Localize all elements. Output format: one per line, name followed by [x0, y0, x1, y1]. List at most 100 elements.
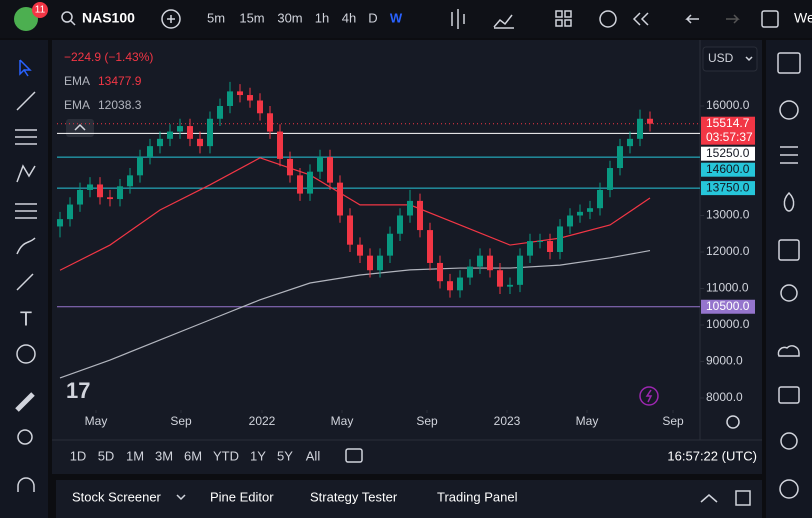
ruler-tool[interactable]: [15, 392, 35, 412]
candle-body: [57, 219, 63, 227]
interval-button[interactable]: W: [390, 10, 403, 25]
collapse-panel[interactable]: [700, 494, 718, 503]
countdown: 03:57:37: [706, 130, 753, 144]
chart-panel: [52, 40, 762, 440]
y-tick-label: 10000.0: [706, 317, 750, 331]
chart-type-icon[interactable]: [451, 9, 465, 29]
news-icon[interactable]: [780, 146, 798, 164]
interval-button[interactable]: 4h: [342, 10, 356, 25]
ema-name: EMA: [64, 98, 90, 112]
panel-tab[interactable]: Strategy Tester: [310, 489, 398, 504]
fib-tool[interactable]: [15, 129, 37, 145]
logo[interactable]: [14, 7, 38, 31]
panel-tab[interactable]: Stock Screener: [72, 489, 162, 504]
range-button[interactable]: 1D: [70, 448, 87, 463]
candle-body: [307, 171, 313, 194]
alert-icon[interactable]: [599, 10, 617, 28]
line-tool[interactable]: [16, 91, 36, 111]
currency-box[interactable]: [702, 46, 758, 72]
emoji-tool[interactable]: [16, 344, 36, 364]
layout-save[interactable]: [761, 10, 779, 28]
search-icon[interactable]: [61, 11, 73, 23]
layout-icon: [564, 10, 572, 18]
maximize-panel[interactable]: [735, 490, 751, 506]
range-button[interactable]: 5D: [98, 448, 115, 463]
x-tick-label: Sep: [170, 414, 192, 428]
magnet-tool[interactable]: [17, 477, 35, 492]
redo-icon[interactable]: [726, 14, 740, 24]
interval-button[interactable]: 5m: [207, 10, 225, 25]
layout-name[interactable]: We: [794, 10, 812, 26]
level-box: [701, 146, 755, 161]
streams-icon[interactable]: [777, 345, 800, 357]
badge-count: 11: [35, 5, 46, 16]
brush-tool[interactable]: [16, 237, 36, 255]
candle-body: [177, 126, 183, 132]
add-symbol[interactable]: [161, 9, 181, 29]
layout-icon[interactable]: [555, 10, 563, 18]
range-button[interactable]: YTD: [213, 448, 239, 463]
range-button[interactable]: 6M: [184, 448, 202, 463]
y-tick-label: 12000.0: [706, 244, 750, 258]
candle-body: [87, 184, 93, 190]
candle-body: [357, 244, 363, 256]
cursor-tool[interactable]: [19, 59, 32, 77]
last-price-box: [701, 116, 755, 145]
zoom-tool[interactable]: [17, 429, 33, 445]
candle-body: [187, 126, 193, 139]
change: −224.9 (−1.43%): [64, 50, 153, 64]
range-button[interactable]: 3M: [155, 448, 173, 463]
candle-body: [277, 131, 283, 159]
calendar-icon[interactable]: [778, 239, 800, 261]
panel-tab[interactable]: Trading Panel: [437, 489, 518, 504]
x-tick-label: May: [331, 414, 354, 428]
clock: 16:57:22 (UTC): [667, 448, 757, 463]
candle-body: [217, 105, 223, 119]
ema-value: 13477.9: [98, 74, 142, 88]
lightning-button[interactable]: [639, 386, 659, 406]
chevron[interactable]: [176, 494, 186, 501]
indicators-icon[interactable]: [493, 14, 514, 29]
signals-icon[interactable]: [780, 432, 798, 450]
currency[interactable]: USD: [708, 51, 734, 65]
date-range-icon[interactable]: [345, 448, 363, 463]
ideas-icon[interactable]: [780, 284, 798, 302]
candle-body: [97, 184, 103, 198]
pattern-tool[interactable]: [16, 164, 36, 183]
candle-body: [547, 241, 553, 252]
candle-body: [117, 186, 123, 200]
candle-body: [427, 230, 433, 263]
settings-icon[interactable]: [726, 415, 740, 429]
gann-tool[interactable]: [15, 203, 37, 219]
interval-button[interactable]: 1h: [315, 10, 329, 25]
range-button[interactable]: 5Y: [277, 448, 293, 463]
interval-button[interactable]: 30m: [277, 10, 302, 25]
candle-body: [597, 189, 603, 209]
candle-body: [227, 91, 233, 106]
chat-icon[interactable]: [778, 386, 800, 404]
alerts-icon[interactable]: [779, 100, 799, 120]
level-label: 15250.0: [706, 146, 750, 160]
text-tool[interactable]: T: [20, 308, 32, 330]
range-button[interactable]: 1M: [126, 448, 144, 463]
x-tick-label: 2022: [249, 414, 276, 428]
interval-button[interactable]: 15m: [239, 10, 264, 25]
watchlist-icon[interactable]: [777, 52, 801, 74]
undo-icon[interactable]: [685, 14, 699, 24]
plus: [167, 15, 175, 23]
candle-body: [267, 113, 273, 132]
range-bar: [52, 440, 762, 474]
interval-button[interactable]: D: [368, 10, 377, 25]
symbol[interactable]: NAS100: [82, 10, 135, 26]
measure-tool[interactable]: [16, 273, 34, 291]
panel-tab[interactable]: Pine Editor: [210, 489, 274, 504]
collapse-button[interactable]: [66, 119, 94, 137]
help-icon[interactable]: [779, 479, 799, 499]
hotlist-icon[interactable]: [783, 191, 795, 212]
bottom-panel: [56, 480, 762, 518]
range-button[interactable]: 1Y: [250, 448, 266, 463]
range-button[interactable]: All: [306, 448, 321, 463]
range-group: 1D 5D 1M 3M 6M YTD 1Y 5Y All: [70, 448, 321, 463]
level-box: [701, 162, 755, 177]
replay-icon[interactable]: [632, 12, 649, 26]
